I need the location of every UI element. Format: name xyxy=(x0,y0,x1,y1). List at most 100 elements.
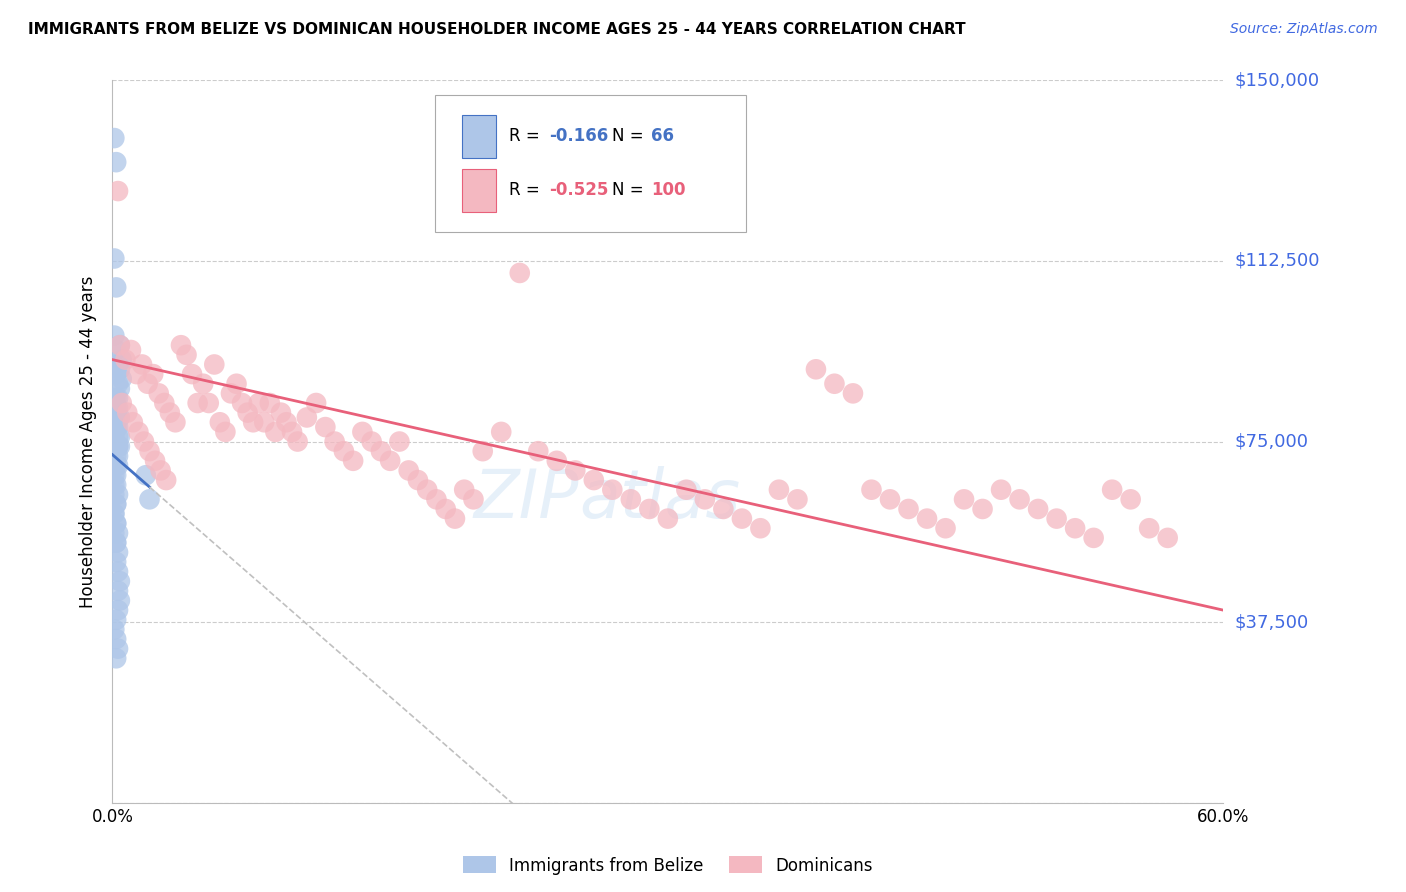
Point xyxy=(370,444,392,458)
Point xyxy=(105,613,128,627)
Point xyxy=(107,458,129,473)
Point xyxy=(1083,531,1105,545)
Point xyxy=(108,382,131,396)
Point xyxy=(103,623,125,637)
Point xyxy=(935,521,957,535)
Point xyxy=(105,280,128,294)
Point xyxy=(107,603,129,617)
Point xyxy=(276,415,298,429)
Point xyxy=(148,386,170,401)
Point xyxy=(657,511,679,525)
Point xyxy=(108,593,131,607)
Point xyxy=(105,535,128,549)
Point xyxy=(193,376,215,391)
Point xyxy=(380,454,402,468)
Point xyxy=(176,348,198,362)
Point xyxy=(270,406,292,420)
Point xyxy=(107,641,129,656)
Point xyxy=(117,406,139,420)
Point xyxy=(509,266,531,280)
Point xyxy=(713,502,735,516)
Point xyxy=(731,511,754,525)
Point xyxy=(1137,521,1160,535)
Point xyxy=(135,468,157,483)
Point xyxy=(1119,492,1142,507)
Point xyxy=(842,386,865,401)
Point xyxy=(153,396,176,410)
Point xyxy=(103,410,125,425)
Point xyxy=(1101,483,1123,497)
Point xyxy=(107,545,129,559)
Point xyxy=(231,396,253,410)
Point xyxy=(323,434,346,449)
Point xyxy=(103,526,125,541)
Point xyxy=(103,507,125,521)
Point xyxy=(105,468,128,483)
Text: $37,500: $37,500 xyxy=(1234,613,1309,632)
Point xyxy=(105,516,128,531)
Text: R =: R = xyxy=(509,128,546,145)
Text: N =: N = xyxy=(613,128,650,145)
Point xyxy=(108,410,131,425)
Point xyxy=(219,386,242,401)
Bar xyxy=(463,169,496,212)
Point xyxy=(314,420,336,434)
Point xyxy=(103,468,125,483)
Point xyxy=(107,376,129,391)
Point xyxy=(121,415,143,429)
Point xyxy=(108,439,131,453)
Point xyxy=(138,492,160,507)
Point xyxy=(434,502,457,516)
Point xyxy=(159,406,181,420)
Point xyxy=(463,492,485,507)
Point xyxy=(108,338,131,352)
Point xyxy=(107,420,129,434)
Point xyxy=(242,415,264,429)
Y-axis label: Householder Income Ages 25 - 44 years: Householder Income Ages 25 - 44 years xyxy=(79,276,97,607)
Point xyxy=(107,487,129,501)
Point xyxy=(105,497,128,511)
Point xyxy=(105,535,128,549)
Point xyxy=(107,565,129,579)
Point xyxy=(197,396,219,410)
Point xyxy=(295,410,318,425)
Point xyxy=(287,434,309,449)
Point xyxy=(860,483,883,497)
Point xyxy=(132,434,155,449)
Point xyxy=(105,343,128,357)
Point xyxy=(107,358,129,372)
Text: 100: 100 xyxy=(651,181,686,200)
Point xyxy=(425,492,447,507)
Text: R =: R = xyxy=(509,181,546,200)
Point xyxy=(879,492,901,507)
Point xyxy=(259,396,281,410)
Point xyxy=(264,425,287,439)
Point xyxy=(208,415,231,429)
Point xyxy=(342,454,364,468)
Point xyxy=(1008,492,1031,507)
Point xyxy=(105,449,128,463)
Point xyxy=(105,420,128,434)
Point xyxy=(582,473,605,487)
Point xyxy=(111,396,134,410)
Point xyxy=(187,396,209,410)
Point xyxy=(444,511,467,525)
Point xyxy=(103,252,125,266)
Point xyxy=(142,367,165,381)
Point xyxy=(105,458,128,473)
Point xyxy=(1064,521,1087,535)
Legend: Immigrants from Belize, Dominicans: Immigrants from Belize, Dominicans xyxy=(456,850,880,881)
Point xyxy=(108,430,131,444)
Point xyxy=(281,425,304,439)
Point xyxy=(360,434,382,449)
Text: N =: N = xyxy=(613,181,650,200)
Point xyxy=(170,338,193,352)
Point xyxy=(108,574,131,589)
Point xyxy=(114,352,136,367)
Point xyxy=(990,483,1012,497)
Point xyxy=(527,444,550,458)
Point xyxy=(406,473,429,487)
Point xyxy=(136,376,159,391)
Text: ZIP: ZIP xyxy=(474,467,579,533)
Point xyxy=(103,507,125,521)
